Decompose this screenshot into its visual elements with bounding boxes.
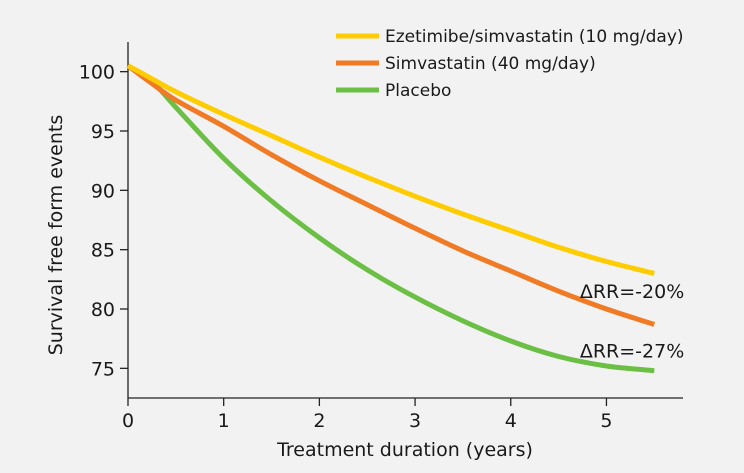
y-axis-label: Survival free form events xyxy=(45,115,67,356)
y-tick-label: 90 xyxy=(91,180,115,202)
rr-annotation-1: ΔRR=-27% xyxy=(580,341,684,363)
series-line-1 xyxy=(126,63,656,327)
x-tick-label: 2 xyxy=(313,410,325,432)
legend-label-0: Ezetimibe/simvastatin (10 mg/day) xyxy=(385,27,684,47)
y-tick-label: 95 xyxy=(91,121,115,143)
y-tick-label: 80 xyxy=(91,299,115,321)
series-lines xyxy=(126,63,656,374)
series-line-2 xyxy=(126,63,655,374)
legend-label-1: Simvastatin (40 mg/day) xyxy=(385,54,596,74)
x-tick-label: 4 xyxy=(505,410,517,432)
legend: Ezetimibe/simvastatin (10 mg/day) Simvast… xyxy=(336,27,684,101)
annotations: ΔRR=-20% ΔRR=-27% xyxy=(580,281,684,362)
x-axis-ticks: 0 1 2 3 4 5 xyxy=(122,398,612,432)
y-tick-label: 100 xyxy=(79,62,115,84)
x-tick-label: 3 xyxy=(409,410,421,432)
x-tick-label: 1 xyxy=(218,410,230,432)
y-tick-label: 75 xyxy=(91,358,115,380)
series-line-0 xyxy=(126,63,655,276)
y-tick-label: 85 xyxy=(91,240,115,262)
rr-annotation-0: ΔRR=-20% xyxy=(580,281,684,303)
x-axis-label: Treatment duration (years) xyxy=(276,439,533,461)
y-axis-ticks: 75 80 85 90 95 100 xyxy=(79,62,128,380)
x-tick-label: 5 xyxy=(600,410,612,432)
x-tick-label: 0 xyxy=(122,410,134,432)
legend-label-2: Placebo xyxy=(385,81,451,101)
